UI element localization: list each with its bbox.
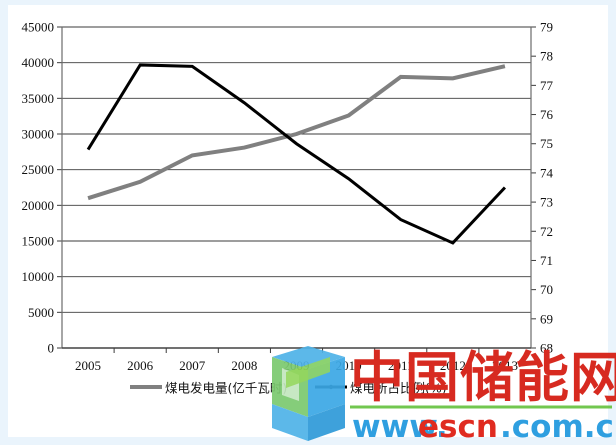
left-axis-tick-label: 35000 xyxy=(22,91,55,106)
left-axis-tick-label: 5000 xyxy=(28,305,54,320)
chart-plot-area: 0 5000 10000 15000 20000 25000 30000 35000 40000… xyxy=(8,5,608,437)
right-axis-tick-label: 71 xyxy=(540,253,553,268)
series-line-2 xyxy=(86,63,507,245)
x-axis-category-label: 2005 xyxy=(75,358,101,373)
right-axis-tick-label: 77 xyxy=(540,78,554,93)
right-axis-tick-label: 79 xyxy=(540,20,553,35)
line-chart: 0 5000 10000 15000 20000 25000 30000 35000 40000… xyxy=(22,20,554,396)
legend-label-1: 煤电发电量(亿千瓦时) xyxy=(165,381,287,396)
right-axis-tick-label: 76 xyxy=(540,107,554,122)
x-axis-category-label: 2006 xyxy=(127,358,154,373)
left-axis-tick-label: 25000 xyxy=(22,162,55,177)
right-axis-tick-label: 69 xyxy=(540,311,553,326)
right-axis-tick-label: 75 xyxy=(540,136,553,151)
right-axis-tick-label: 78 xyxy=(540,49,553,64)
left-axis-tick-label: 30000 xyxy=(22,127,55,142)
left-axis-tick-label: 0 xyxy=(48,341,55,356)
series-line-1 xyxy=(87,64,506,201)
left-axis-tick-label: 45000 xyxy=(22,20,55,35)
right-axis-tick-label: 70 xyxy=(540,282,553,297)
x-axis-category-label: 2008 xyxy=(231,358,257,373)
x-axis-category-label: 2010 xyxy=(336,358,362,373)
left-axis-tick-label: 20000 xyxy=(22,198,55,213)
x-axis-category-label: 2012 xyxy=(440,358,466,373)
left-axis-tick-label: 15000 xyxy=(22,234,55,249)
x-axis-category-label: 2011 xyxy=(388,358,414,373)
legend-label-2: 煤电所占比例(%) xyxy=(350,381,447,396)
right-axis-tick-label: 72 xyxy=(540,224,553,239)
chart-panel: 0 5000 10000 15000 20000 25000 30000 35000 40000… xyxy=(8,5,608,437)
x-axis-category-label: 2013 xyxy=(492,358,518,373)
left-axis-tick-label: 40000 xyxy=(22,55,55,70)
right-axis-tick-label: 68 xyxy=(540,341,553,356)
right-axis-tick-label: 74 xyxy=(540,165,554,180)
left-axis-tick-label: 10000 xyxy=(22,269,55,284)
x-axis-category-label: 2007 xyxy=(179,358,206,373)
legend-marker-2 xyxy=(328,384,334,390)
right-axis-tick-label: 73 xyxy=(540,195,553,210)
x-axis-category-label: 2009 xyxy=(284,358,310,373)
